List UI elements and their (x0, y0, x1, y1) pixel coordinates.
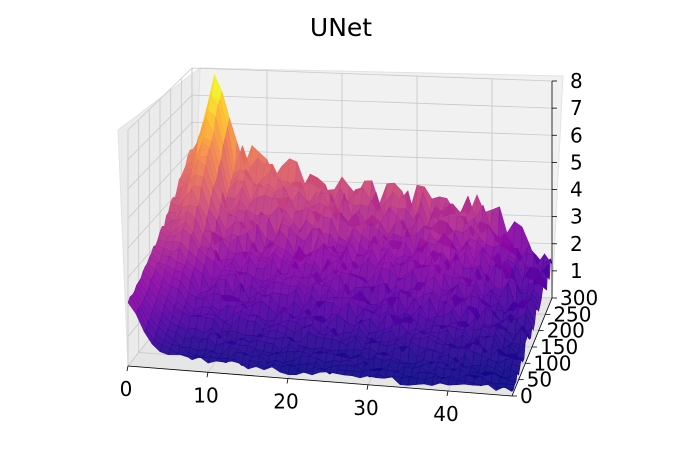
y-tick-label: 100 (533, 351, 571, 375)
grid-line-z (127, 121, 553, 190)
x-tick-mark (126, 365, 129, 372)
y-tick-label: 150 (540, 335, 578, 359)
z-tick-label: 8 (570, 69, 583, 93)
surface-patch (497, 383, 508, 388)
x-tick-label: 0 (120, 377, 133, 401)
x-tick-mark (286, 378, 289, 384)
z-tick-label: 2 (570, 232, 583, 256)
x-tick-mark (366, 384, 369, 390)
y-tick-label: 250 (553, 302, 591, 326)
chart-title: UNet (310, 13, 372, 42)
x-tick-label: 10 (193, 383, 218, 407)
grid-line-z (127, 67, 553, 131)
x-tick-label: 20 (273, 390, 298, 414)
z-tick-label: 6 (570, 123, 583, 147)
z-tick-label: 3 (570, 205, 583, 229)
y-tick-label: 0 (520, 384, 533, 408)
x-tick-mark (446, 390, 449, 397)
z-tick-label: 7 (570, 96, 583, 120)
x-tick-label: 30 (353, 396, 378, 420)
surface-patch (503, 386, 514, 392)
x-tick-mark (206, 372, 209, 378)
y-tick-label: 50 (527, 368, 552, 392)
x-tick-label: 40 (433, 402, 458, 426)
grid-line-z (127, 94, 553, 160)
z-tick-label: 1 (570, 259, 583, 283)
y-tick-label: 300 (560, 286, 598, 310)
surface (127, 73, 553, 392)
y-tick-label: 200 (547, 319, 585, 343)
z-tick-label: 4 (570, 178, 583, 202)
z-tick-label: 5 (570, 150, 583, 174)
